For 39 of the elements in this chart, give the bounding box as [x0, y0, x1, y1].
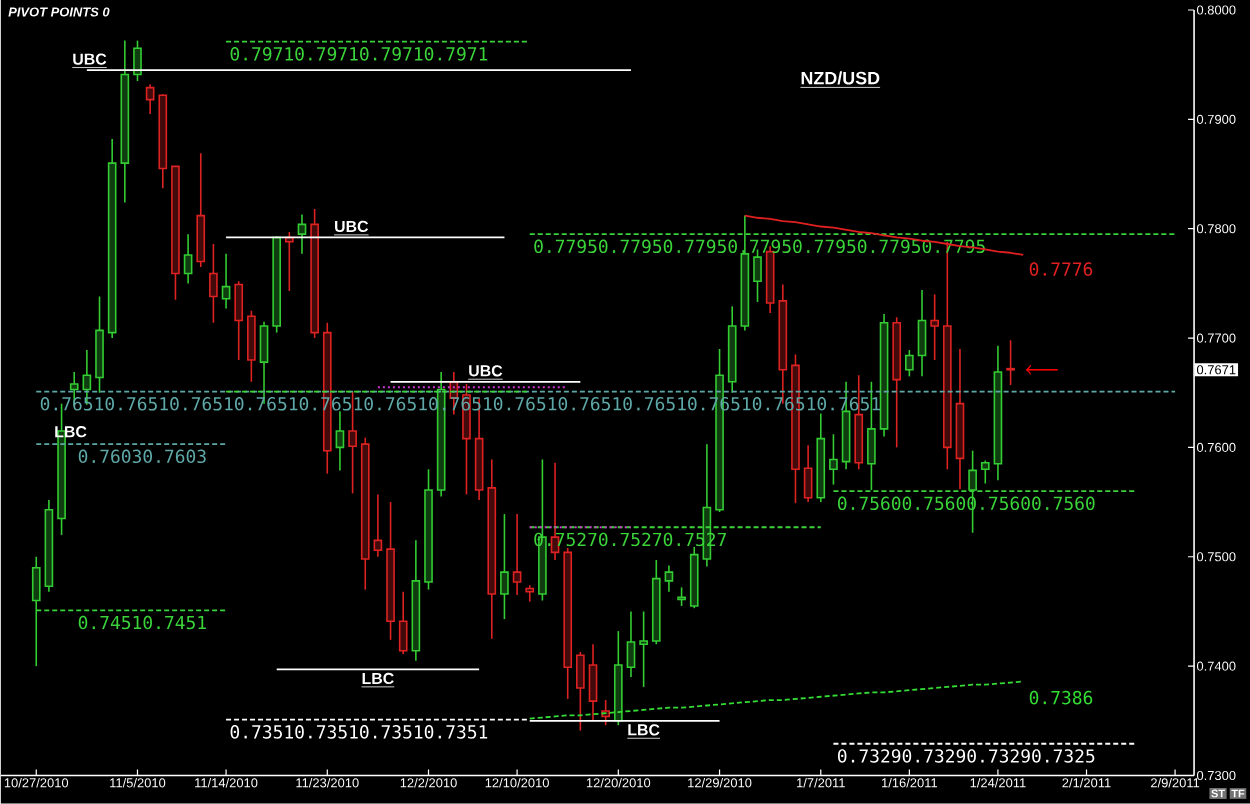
candlestick [247, 310, 256, 383]
candlestick [1006, 339, 1015, 387]
series-label: 0.7776 [1029, 262, 1093, 277]
candlestick [626, 610, 636, 679]
candlestick [639, 610, 648, 688]
candlestick [221, 253, 231, 310]
candlestick [980, 459, 990, 485]
candlestick [829, 433, 838, 486]
series-label: 0.74510.7451 [78, 616, 206, 630]
series-label: 0.79710.79710.79710.7971 [230, 47, 488, 61]
candlestick [145, 83, 155, 115]
candlestick [373, 493, 383, 558]
candlestick [601, 699, 611, 727]
candlestick [930, 293, 940, 361]
series-label: 0.76030.7603 [78, 449, 206, 464]
candlestick [500, 513, 509, 621]
candlestick [133, 40, 142, 83]
candlestick [183, 233, 193, 285]
candlestick [297, 213, 307, 255]
candlestick [664, 564, 674, 593]
candlestick [209, 243, 218, 324]
candlestick [95, 295, 104, 394]
series-label: 0.73510.73510.73510.7351 [230, 725, 488, 739]
series-label: 0.7386 [1029, 691, 1093, 705]
candlestick [398, 591, 408, 656]
candlestick [905, 349, 914, 378]
candlestick [284, 231, 294, 293]
candlestick [588, 643, 598, 722]
candlestick [335, 410, 345, 472]
candlestick [677, 586, 686, 608]
text: NZD/USD [801, 71, 880, 85]
candlestick [234, 280, 244, 361]
candlestick [512, 513, 522, 597]
candlestick [576, 651, 585, 732]
series-label: 0.73290.73290.73290.7325 [837, 749, 1095, 763]
candlestick [525, 584, 535, 603]
candlestick [196, 152, 206, 269]
candlestick [803, 444, 813, 504]
candlestick [917, 289, 927, 378]
